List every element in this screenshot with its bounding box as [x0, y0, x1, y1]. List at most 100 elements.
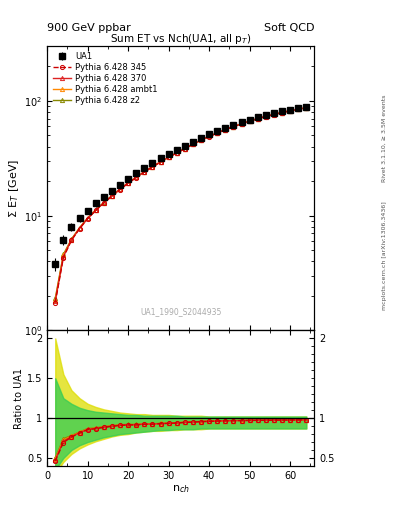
Legend: UA1, Pythia 6.428 345, Pythia 6.428 370, Pythia 6.428 ambt1, Pythia 6.428 z2: UA1, Pythia 6.428 345, Pythia 6.428 370,… — [51, 50, 160, 107]
Y-axis label: Σ E$_T$ [GeV]: Σ E$_T$ [GeV] — [7, 159, 21, 218]
Pythia 6.428 ambt1 — [296, 106, 301, 112]
Pythia 6.428 345 — [110, 193, 114, 199]
Pythia 6.428 370 — [85, 216, 90, 222]
Pythia 6.428 370 — [77, 225, 82, 231]
Pythia 6.428 370 — [61, 253, 66, 260]
Pythia 6.428 370 — [53, 298, 58, 304]
Pythia 6.428 ambt1 — [77, 225, 82, 231]
Pythia 6.428 ambt1 — [110, 193, 114, 199]
Pythia 6.428 z2 — [199, 137, 204, 143]
Pythia 6.428 370 — [126, 180, 130, 186]
Pythia 6.428 ambt1 — [166, 154, 171, 160]
Pythia 6.428 z2 — [296, 106, 301, 112]
Pythia 6.428 370 — [223, 126, 228, 133]
Pythia 6.428 z2 — [85, 215, 90, 221]
Text: mcplots.cern.ch [arXiv:1306.3436]: mcplots.cern.ch [arXiv:1306.3436] — [382, 202, 387, 310]
Pythia 6.428 z2 — [247, 118, 252, 124]
Pythia 6.428 370 — [296, 106, 301, 112]
Pythia 6.428 z2 — [174, 150, 179, 156]
Pythia 6.428 ambt1 — [61, 252, 66, 259]
Pythia 6.428 370 — [142, 169, 147, 175]
Pythia 6.428 ambt1 — [247, 118, 252, 124]
Pythia 6.428 z2 — [126, 180, 130, 186]
Pythia 6.428 z2 — [142, 168, 147, 175]
Pythia 6.428 370 — [247, 118, 252, 124]
Pythia 6.428 345 — [134, 175, 139, 181]
Pythia 6.428 ambt1 — [174, 150, 179, 156]
Y-axis label: Ratio to UA1: Ratio to UA1 — [14, 368, 24, 429]
Pythia 6.428 z2 — [239, 121, 244, 127]
Pythia 6.428 z2 — [69, 236, 74, 242]
Line: Pythia 6.428 z2: Pythia 6.428 z2 — [53, 105, 309, 301]
Pythia 6.428 345 — [118, 186, 122, 193]
Pythia 6.428 z2 — [191, 141, 195, 147]
Pythia 6.428 z2 — [134, 174, 139, 180]
Pythia 6.428 370 — [166, 154, 171, 160]
Pythia 6.428 ambt1 — [191, 141, 195, 147]
Pythia 6.428 ambt1 — [288, 108, 292, 114]
Pythia 6.428 z2 — [255, 116, 260, 122]
Pythia 6.428 z2 — [166, 154, 171, 160]
Pythia 6.428 345 — [231, 124, 236, 130]
Pythia 6.428 370 — [304, 104, 309, 111]
Pythia 6.428 ambt1 — [223, 126, 228, 133]
Pythia 6.428 345 — [199, 137, 204, 143]
Pythia 6.428 z2 — [207, 133, 211, 139]
Pythia 6.428 z2 — [94, 207, 98, 213]
Pythia 6.428 ambt1 — [182, 145, 187, 152]
Text: 900 GeV ppbar: 900 GeV ppbar — [47, 23, 131, 33]
Pythia 6.428 345 — [101, 200, 106, 206]
X-axis label: n$_{ch}$: n$_{ch}$ — [172, 483, 190, 495]
Pythia 6.428 370 — [150, 164, 155, 170]
Pythia 6.428 370 — [174, 150, 179, 156]
Pythia 6.428 z2 — [263, 113, 268, 119]
Pythia 6.428 ambt1 — [215, 130, 220, 136]
Pythia 6.428 z2 — [223, 126, 228, 133]
Pythia 6.428 345 — [182, 145, 187, 152]
Pythia 6.428 345 — [296, 106, 301, 112]
Pythia 6.428 z2 — [288, 108, 292, 114]
Line: Pythia 6.428 ambt1: Pythia 6.428 ambt1 — [53, 105, 309, 302]
Pythia 6.428 ambt1 — [239, 121, 244, 127]
Pythia 6.428 z2 — [53, 295, 58, 302]
Text: Soft QCD: Soft QCD — [264, 23, 314, 33]
Pythia 6.428 370 — [191, 141, 195, 147]
Pythia 6.428 370 — [110, 193, 114, 199]
Pythia 6.428 345 — [191, 141, 195, 147]
Pythia 6.428 370 — [182, 145, 187, 152]
Pythia 6.428 370 — [207, 134, 211, 140]
Pythia 6.428 345 — [207, 134, 211, 140]
Pythia 6.428 345 — [94, 207, 98, 214]
Pythia 6.428 370 — [263, 114, 268, 120]
Pythia 6.428 ambt1 — [150, 164, 155, 170]
Title: Sum ET vs Nch(UA1, all p$_T$): Sum ET vs Nch(UA1, all p$_T$) — [110, 32, 252, 46]
Pythia 6.428 ambt1 — [134, 174, 139, 180]
Pythia 6.428 ambt1 — [126, 180, 130, 186]
Line: Pythia 6.428 345: Pythia 6.428 345 — [53, 105, 309, 305]
Pythia 6.428 345 — [61, 254, 66, 261]
Pythia 6.428 370 — [272, 112, 276, 118]
Line: Pythia 6.428 370: Pythia 6.428 370 — [53, 105, 309, 303]
Pythia 6.428 z2 — [215, 130, 220, 136]
Pythia 6.428 370 — [288, 108, 292, 114]
Pythia 6.428 370 — [134, 174, 139, 180]
Pythia 6.428 z2 — [304, 104, 309, 111]
Pythia 6.428 345 — [223, 126, 228, 133]
Pythia 6.428 345 — [142, 169, 147, 175]
Pythia 6.428 ambt1 — [85, 215, 90, 221]
Pythia 6.428 z2 — [272, 112, 276, 118]
Pythia 6.428 z2 — [158, 159, 163, 165]
Pythia 6.428 370 — [69, 237, 74, 243]
Pythia 6.428 ambt1 — [231, 123, 236, 130]
Pythia 6.428 ambt1 — [101, 200, 106, 206]
Pythia 6.428 345 — [126, 180, 130, 186]
Pythia 6.428 z2 — [118, 186, 122, 192]
Pythia 6.428 ambt1 — [280, 110, 285, 116]
Pythia 6.428 ambt1 — [158, 159, 163, 165]
Pythia 6.428 ambt1 — [263, 114, 268, 120]
Pythia 6.428 ambt1 — [94, 207, 98, 213]
Pythia 6.428 z2 — [77, 225, 82, 231]
Text: Rivet 3.1.10, ≥ 3.5M events: Rivet 3.1.10, ≥ 3.5M events — [382, 95, 387, 182]
Pythia 6.428 ambt1 — [207, 133, 211, 139]
Pythia 6.428 ambt1 — [118, 186, 122, 193]
